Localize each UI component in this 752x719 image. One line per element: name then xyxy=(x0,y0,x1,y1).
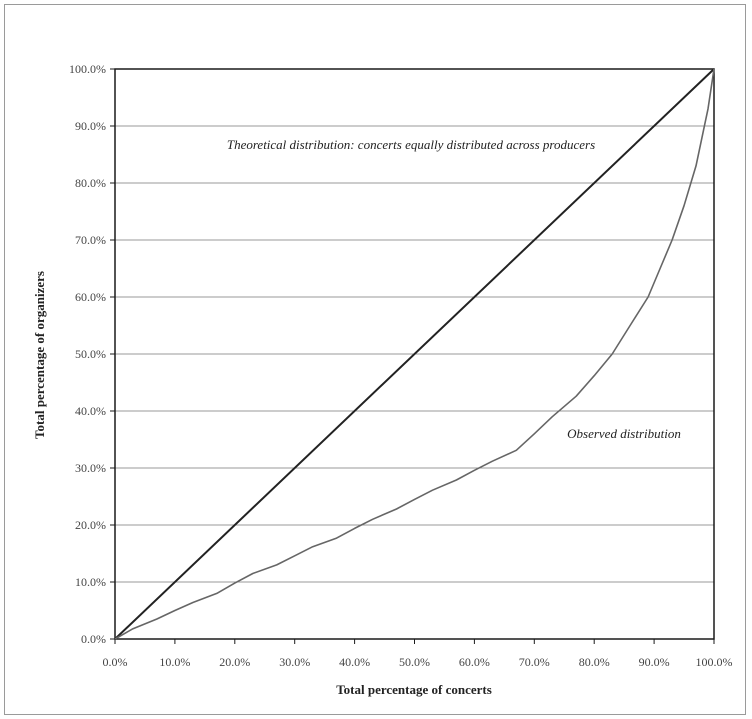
x-tick-label: 30.0% xyxy=(279,655,310,669)
annotation-theoretical: Theoretical distribution: concerts equal… xyxy=(227,137,595,152)
y-tick-label: 30.0% xyxy=(75,461,106,475)
x-tick-label: 70.0% xyxy=(519,655,550,669)
y-tick-label: 10.0% xyxy=(75,575,106,589)
y-axis-title: Total percentage of organizers xyxy=(32,271,47,439)
x-axis-title: Total percentage of concerts xyxy=(336,682,492,697)
x-tick-label: 50.0% xyxy=(399,655,430,669)
x-tick-label: 80.0% xyxy=(579,655,610,669)
x-tick-labels: 0.0% 10.0% 20.0% 30.0% 40.0% 50.0% 60.0% 70.0% 8… xyxy=(103,639,733,669)
y-tick-label: 70.0% xyxy=(75,233,106,247)
y-tick-label: 40.0% xyxy=(75,404,106,418)
x-tick-label: 10.0% xyxy=(159,655,190,669)
y-tick-label: 100.0% xyxy=(69,62,106,76)
x-tick-label: 60.0% xyxy=(459,655,490,669)
gridlines xyxy=(115,125,714,583)
y-tick-label: 0.0% xyxy=(81,632,106,646)
observed-distribution-line xyxy=(114,68,715,640)
annotation-observed: Observed distribution xyxy=(567,426,681,441)
theoretical-distribution-line xyxy=(114,68,715,640)
x-tick-label: 0.0% xyxy=(103,655,128,669)
x-tick-label: 40.0% xyxy=(339,655,370,669)
chart-frame xyxy=(4,4,746,715)
y-tick-label: 50.0% xyxy=(75,347,106,361)
series-lines xyxy=(114,68,715,640)
x-tick-label: 90.0% xyxy=(639,655,670,669)
y-tick-label: 60.0% xyxy=(75,290,106,304)
y-tick-labels: 0.0% 10.0% 20.0% 30.0% 40.0% 50.0% 60.0% 70.0% 8… xyxy=(69,62,115,646)
y-tick-label: 80.0% xyxy=(75,176,106,190)
y-tick-label: 90.0% xyxy=(75,119,106,133)
x-tick-label: 100.0% xyxy=(696,655,733,669)
y-tick-label: 20.0% xyxy=(75,518,106,532)
x-tick-label: 20.0% xyxy=(219,655,250,669)
